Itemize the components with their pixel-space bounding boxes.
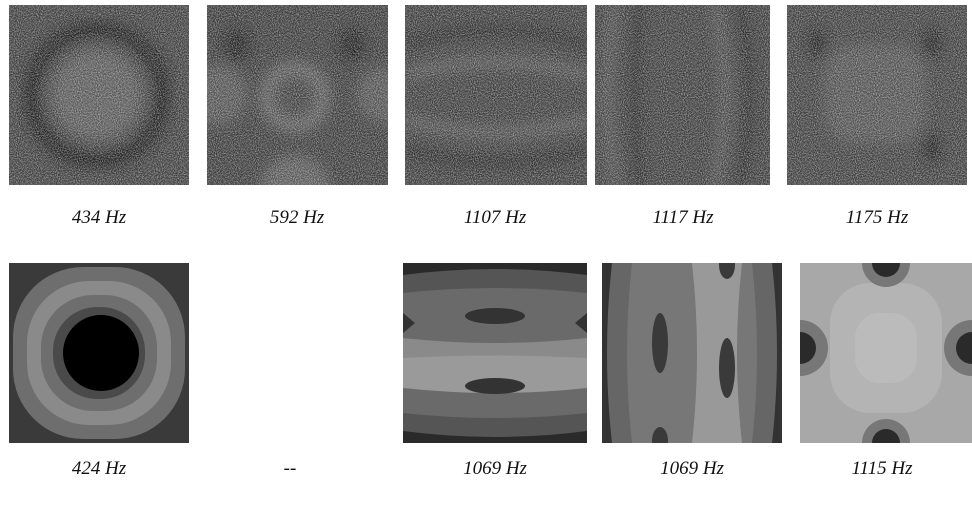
speckle-image <box>187 5 413 225</box>
caption: 424 Hz <box>9 458 189 480</box>
caption: 1175 Hz <box>787 207 967 229</box>
mode-shape-image <box>403 263 587 443</box>
mode-shape-image <box>772 239 972 467</box>
caption: 1115 Hz <box>792 458 972 480</box>
mode-shape-image <box>602 251 782 455</box>
figure-page: 434 Hz 592 Hz 1107 Hz 1117 Hz 1175 Hz 42… <box>0 0 972 507</box>
caption: 1069 Hz <box>602 458 782 480</box>
figure-panels <box>0 0 972 507</box>
speckle-image <box>595 5 770 185</box>
caption: 1117 Hz <box>593 207 773 229</box>
mode-shape-image <box>9 263 189 443</box>
speckle-image <box>9 5 189 185</box>
caption: 592 Hz <box>207 207 387 229</box>
caption: 434 Hz <box>9 207 189 229</box>
speckle-image <box>405 5 587 185</box>
caption: 1069 Hz <box>405 458 585 480</box>
caption: -- <box>200 458 380 480</box>
caption: 1107 Hz <box>405 207 585 229</box>
speckle-image <box>787 5 967 185</box>
